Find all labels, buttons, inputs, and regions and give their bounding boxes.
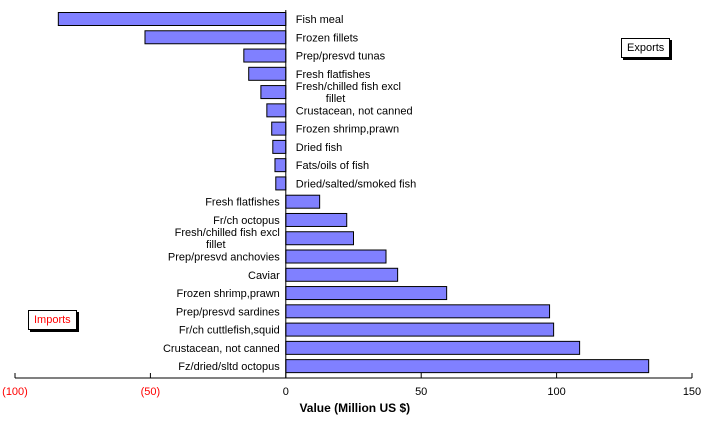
bar-label: Fr/ch octopus	[213, 215, 280, 227]
bar-label: fillet	[206, 239, 226, 251]
x-tick-label: 150	[683, 386, 701, 398]
bar-label: Fish meal	[296, 14, 344, 26]
x-tick-label: (50)	[141, 386, 161, 398]
bar-label: Fz/dried/sltd octopus	[178, 361, 280, 373]
bar-label: Fats/oils of fish	[296, 160, 369, 172]
bar-label: Fresh flatfishes	[296, 69, 371, 81]
bar	[285, 340, 581, 355]
bar	[272, 139, 287, 154]
bar-label: Fr/ch cuttlefish,squid	[179, 325, 280, 337]
bar-label: Fresh/chilled fish excl	[296, 81, 401, 93]
bar	[57, 12, 287, 26]
bar-label: Prep/presvd sardines	[176, 306, 280, 318]
bar	[285, 212, 348, 227]
x-tick-label: 50	[415, 386, 427, 398]
bar	[243, 48, 287, 63]
bar	[285, 231, 354, 246]
bar-label: Dried/salted/smoked fish	[296, 178, 416, 190]
bar-label: Frozen shrimp,prawn	[176, 288, 279, 300]
bar-label: Prep/presvd tunas	[296, 51, 386, 63]
bar-label: Crustacean, not canned	[163, 343, 280, 355]
bar-label: Prep/presvd anchovies	[168, 252, 280, 264]
x-tick-label: (100)	[2, 386, 28, 398]
bar-label: Frozen shrimp,prawn	[296, 124, 399, 136]
bar	[285, 249, 387, 264]
bar-label: fillet	[326, 93, 346, 105]
bar	[285, 286, 448, 301]
bar-label: Fresh flatfishes	[205, 197, 280, 209]
x-axis-title: Value (Million US $)	[299, 401, 410, 415]
bar	[285, 194, 321, 209]
bar	[144, 30, 287, 45]
x-tick-label: 100	[547, 386, 565, 398]
bar-label: Caviar	[248, 270, 280, 282]
bar	[248, 66, 287, 81]
bar-label: Frozen fillets	[296, 32, 359, 44]
bar	[260, 85, 287, 100]
legend-imports: Imports	[28, 310, 77, 330]
bar-label: Dried fish	[296, 142, 342, 154]
bar	[285, 267, 399, 282]
bar-label: Fresh/chilled fish excl	[175, 227, 280, 239]
bar	[285, 359, 650, 374]
x-tick-label: 0	[283, 386, 289, 398]
bar	[285, 322, 555, 337]
legend-exports: Exports	[621, 38, 671, 58]
bar	[275, 176, 287, 191]
bar	[266, 103, 287, 118]
bar	[274, 158, 287, 173]
bar	[285, 304, 551, 319]
bar-label: Crustacean, not canned	[296, 105, 413, 117]
bar	[271, 121, 287, 136]
